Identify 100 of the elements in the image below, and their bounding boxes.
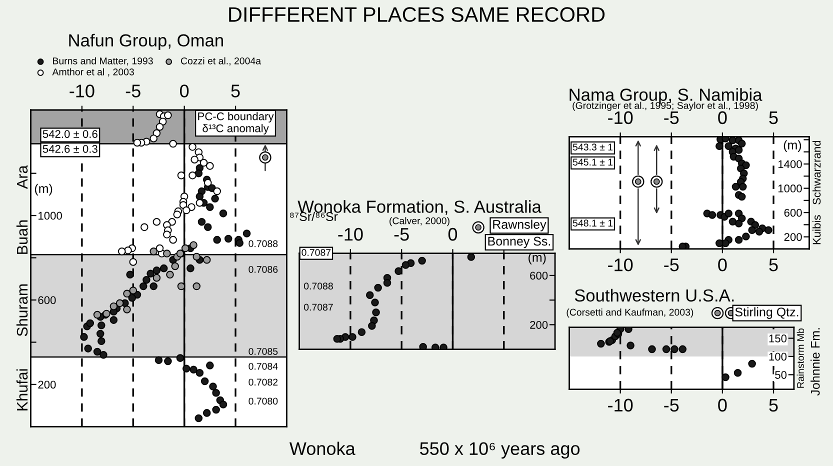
- point: [202, 256, 211, 264]
- point: [171, 262, 179, 270]
- point: [192, 252, 200, 261]
- point: [124, 246, 132, 254]
- chart-subtitle: (Calver, 2000): [390, 217, 450, 226]
- y-tick-label: 600: [784, 208, 802, 217]
- chart-title: Nafun Group, Oman: [69, 34, 223, 50]
- point: [190, 241, 198, 249]
- y-tick-label: 200: [784, 233, 802, 241]
- annotation: 0.7087: [302, 249, 331, 256]
- text: Khufai: [16, 369, 28, 410]
- y-tick-label: 600: [38, 296, 56, 304]
- point: [150, 248, 158, 256]
- point: [188, 143, 196, 151]
- text: Rainstorm Mb: [796, 328, 804, 388]
- point: [467, 253, 476, 261]
- point: [206, 162, 214, 170]
- point: [156, 122, 164, 131]
- point: [374, 284, 382, 292]
- point: [742, 232, 750, 240]
- point: [358, 328, 366, 336]
- point: [648, 345, 656, 354]
- annotation: 0.7080: [248, 398, 278, 405]
- point: [182, 206, 190, 214]
- x-tick-label: -5: [664, 258, 679, 272]
- point: [716, 142, 724, 150]
- x-tick-label: 5: [231, 84, 240, 98]
- x-tick-label: 5: [769, 258, 778, 272]
- x2-tick-label: 5: [769, 111, 778, 124]
- annotation: 0.7088: [304, 282, 333, 290]
- point: [129, 286, 138, 294]
- point: [181, 244, 190, 252]
- point: [93, 310, 102, 319]
- point: [169, 140, 177, 148]
- point: [123, 306, 131, 314]
- annotation: 543.3 ± 1: [572, 144, 613, 151]
- point: [734, 220, 743, 228]
- x-tick-label: 5: [769, 398, 778, 412]
- point: [716, 239, 724, 248]
- point: [177, 282, 186, 290]
- annotation: 548.1 ± 1: [572, 220, 613, 227]
- x-tick-label: 0: [718, 258, 727, 272]
- y-tick-label: 1000: [778, 184, 802, 192]
- x-tick-label: -5: [126, 84, 140, 98]
- text: Buah: [16, 220, 28, 254]
- y-tick-label: 1400: [778, 160, 802, 168]
- x2-tick-label: -10: [608, 111, 633, 124]
- point: [624, 327, 632, 334]
- text: Shuram: [16, 284, 28, 336]
- point: [431, 344, 440, 350]
- point: [738, 182, 747, 191]
- point: [662, 345, 670, 354]
- text: Schwarzrand: [812, 140, 821, 205]
- y-tick-label: 600: [530, 272, 548, 280]
- point: [372, 308, 380, 316]
- point: [213, 187, 221, 196]
- point: [418, 256, 426, 265]
- chart-title: Southwestern U.S.A.: [574, 288, 734, 302]
- point: [152, 274, 161, 282]
- annotation: 0.7085: [248, 348, 278, 355]
- point: [110, 302, 118, 310]
- point: [764, 226, 772, 234]
- point: [204, 178, 212, 187]
- text: Ara: [17, 165, 28, 189]
- point: [348, 333, 356, 341]
- y-tick-label: 200: [38, 380, 56, 389]
- legend-label: Cozzi et al., 2004a: [181, 57, 262, 66]
- x-tick-label: -10: [608, 398, 633, 412]
- point: [419, 342, 427, 350]
- point: [724, 210, 732, 218]
- point: [133, 138, 142, 147]
- point: [670, 345, 678, 354]
- point: [188, 172, 196, 180]
- annotation: 0.7082: [248, 378, 278, 386]
- x-tick-label: -10: [338, 228, 363, 241]
- annotation: 0.7086: [248, 266, 278, 273]
- x-tick-label: 0: [718, 398, 727, 412]
- text: Rawnsley: [493, 220, 546, 232]
- annotation: 0.7084: [248, 362, 278, 370]
- text: ⁸⁷Sr/⁸⁶Sr: [290, 212, 338, 222]
- x-tick-label: 0: [448, 228, 458, 241]
- annotation: 0.7087: [304, 304, 333, 311]
- x-tick-label: -5: [664, 398, 679, 412]
- point: [728, 218, 737, 226]
- annotation: 542.6 ± 0.3: [42, 144, 98, 153]
- point: [140, 223, 148, 232]
- y-tick-label: 1000: [38, 212, 62, 220]
- point: [190, 156, 198, 164]
- point: [163, 230, 171, 238]
- point: [152, 218, 161, 226]
- point: [748, 360, 756, 368]
- point: [192, 282, 200, 290]
- point: [333, 334, 342, 343]
- point: [734, 369, 742, 377]
- point: [163, 250, 171, 258]
- y-tick-label: 150: [769, 334, 787, 342]
- point: [748, 226, 756, 234]
- text: Johnnie Fm.: [810, 328, 820, 396]
- point: [196, 198, 204, 207]
- point: [150, 134, 158, 142]
